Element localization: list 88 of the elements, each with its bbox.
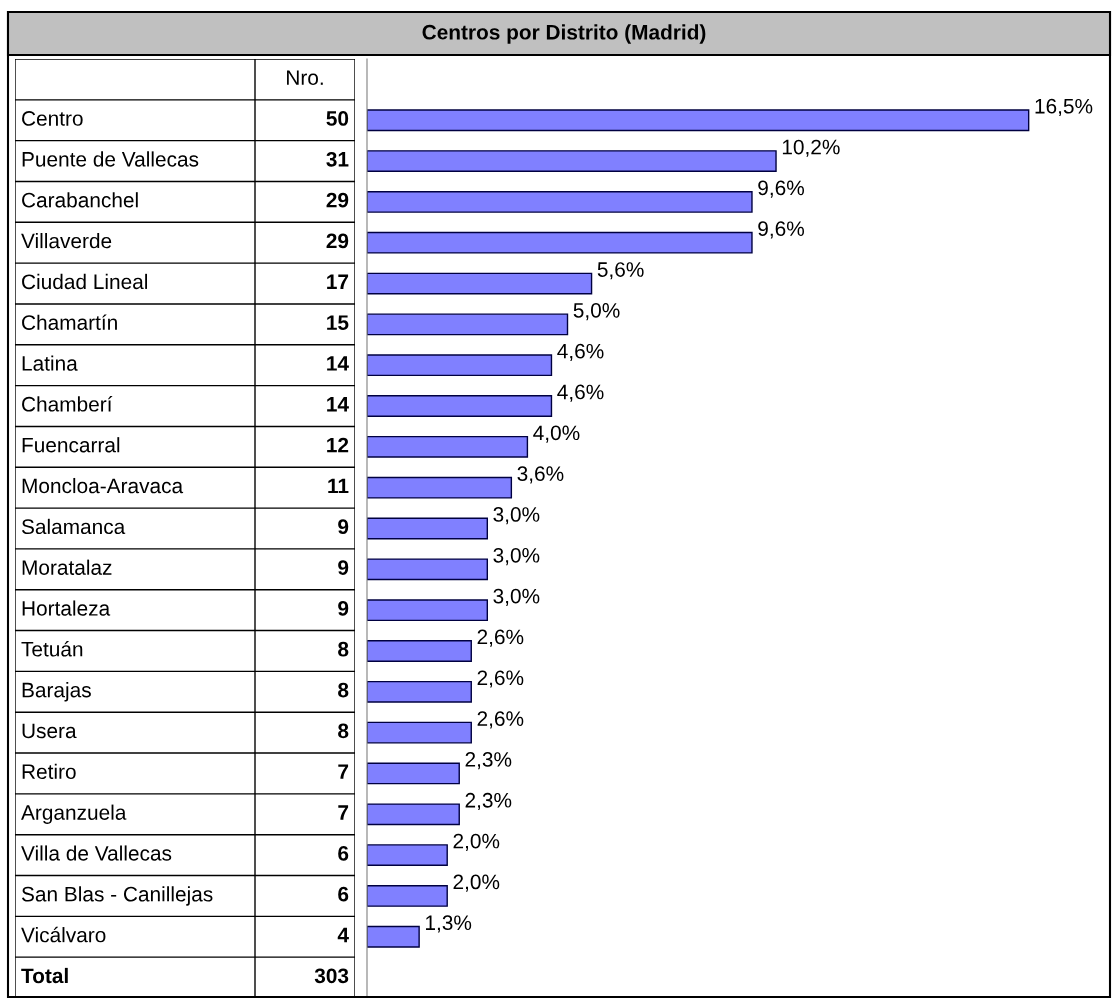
bar — [367, 354, 553, 377]
category-label: Villaverde — [21, 233, 112, 249]
category-label: Moncloa-Aravaca — [22, 477, 184, 494]
category-label: Centro — [22, 111, 83, 126]
data-label: 9 — [338, 519, 349, 535]
category-label: Chamartín — [22, 314, 117, 330]
bar — [367, 109, 1030, 132]
bar — [367, 231, 753, 254]
bar — [367, 844, 448, 867]
category-label: Tetuán — [21, 641, 83, 657]
data-label: 50 — [326, 111, 349, 126]
data-label: 10,2% — [782, 139, 840, 157]
data-label: 3,6% — [517, 466, 564, 484]
text: Centros por Distrito (Madrid) — [422, 24, 706, 44]
data-label: 2,6% — [477, 670, 524, 688]
category-label: Latina — [22, 355, 78, 371]
category-label: Moratalaz — [22, 559, 112, 575]
data-label: 3,0% — [493, 507, 540, 525]
data-label: 12 — [327, 437, 349, 453]
data-label: 31 — [326, 151, 349, 167]
data-label: 15 — [327, 315, 349, 330]
category-label: Ciudad Lineal — [22, 273, 148, 290]
category-label: Villa de Vallecas — [21, 845, 172, 861]
data-label: 8 — [338, 641, 349, 657]
bar — [367, 395, 553, 417]
data-label: 29 — [326, 233, 349, 249]
data-label: 8 — [338, 682, 349, 698]
category-label: Chamberí — [22, 396, 113, 412]
data-label: 4,0% — [533, 425, 580, 443]
text: Nro. — [287, 70, 323, 86]
data-label: 2,6% — [477, 711, 524, 729]
data-label: 7 — [338, 764, 349, 779]
category-label: San Blas - Canillejas — [21, 886, 213, 906]
bar — [367, 599, 488, 622]
bar — [367, 517, 488, 540]
data-label: 5,0% — [573, 302, 620, 321]
category-label: Fuencarral — [22, 437, 120, 453]
bar — [367, 680, 472, 703]
category-label: Puente de Vallecas — [22, 151, 199, 167]
category-label: Barajas — [22, 682, 91, 702]
data-label: 3,0% — [493, 547, 540, 566]
bar — [367, 640, 472, 662]
bar — [367, 803, 460, 826]
category-label: Vicálvaro — [21, 926, 106, 943]
bar — [367, 190, 753, 213]
data-label: 8 — [338, 723, 349, 739]
category-label: Carabanchel — [22, 192, 138, 208]
bar — [367, 272, 593, 295]
data-label: 2,3% — [465, 752, 512, 770]
data-label: 11 — [328, 478, 349, 494]
bar — [367, 476, 513, 499]
category-label: Arganzuela — [21, 804, 127, 824]
data-label: 17 — [327, 274, 349, 289]
data-label: 7 — [338, 805, 349, 820]
text: 303 — [314, 968, 349, 984]
data-label: 2,3% — [465, 792, 512, 811]
data-label: 14 — [327, 356, 349, 371]
bar — [367, 150, 777, 172]
data-label: 2,0% — [453, 833, 500, 851]
data-label: 6 — [338, 845, 349, 861]
category-label: Usera — [22, 723, 77, 739]
bar — [367, 313, 569, 336]
category-label: Retiro — [22, 763, 76, 780]
data-label: 2,6% — [477, 629, 524, 647]
data-label: 29 — [326, 192, 349, 208]
data-label: 6 — [338, 886, 349, 902]
data-label: 4,6% — [557, 384, 604, 402]
data-label: 9 — [338, 560, 349, 575]
data-label: 4,6% — [557, 343, 604, 361]
data-label: 1,3% — [426, 915, 472, 933]
data-label: 16,5% — [1035, 98, 1093, 117]
data-label: 5,6% — [597, 262, 644, 280]
bar — [367, 885, 448, 907]
bar — [367, 558, 488, 581]
bar — [367, 721, 472, 744]
data-label: 9,6% — [758, 180, 805, 198]
bar — [367, 435, 529, 458]
bar — [367, 925, 420, 948]
category-label: Salamanca — [21, 518, 126, 535]
data-label: 3,0% — [493, 588, 540, 606]
data-label: 14 — [327, 397, 349, 412]
data-label: 2,0% — [453, 874, 500, 892]
data-label: 4 — [337, 927, 349, 943]
category-label: Hortaleza — [22, 600, 111, 616]
data-label: 9 — [338, 600, 349, 616]
data-label: 9,6% — [758, 221, 805, 239]
text: Total — [21, 967, 68, 984]
bar — [367, 762, 460, 785]
